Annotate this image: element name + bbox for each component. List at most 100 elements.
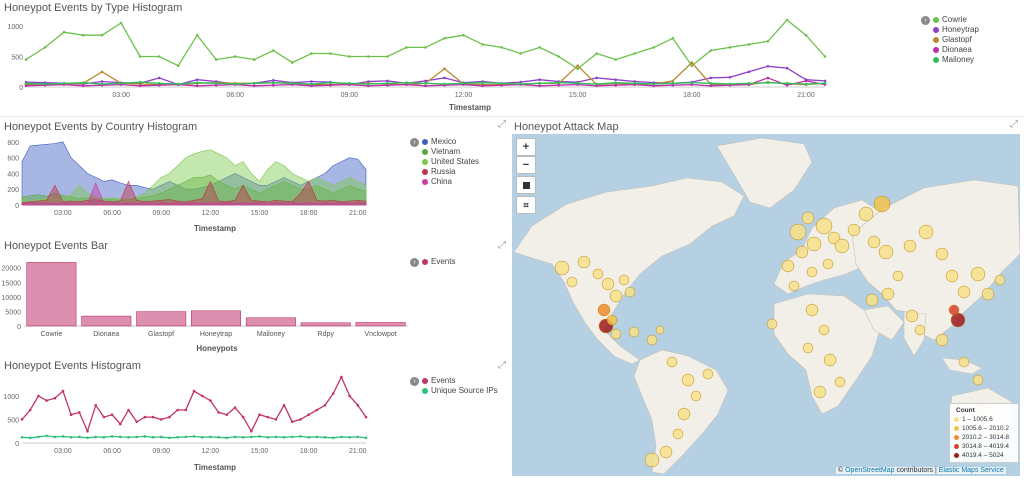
data-point bbox=[272, 49, 275, 52]
series-line-cowrie bbox=[25, 19, 826, 70]
data-point bbox=[217, 436, 220, 439]
legend-dot-icon bbox=[422, 148, 428, 155]
legend-item[interactable]: Unique Source IPs bbox=[422, 386, 498, 396]
legend-dot-icon bbox=[422, 178, 428, 185]
legend-toggle-icon[interactable]: › bbox=[410, 377, 419, 386]
x-tick-label: Mailoney bbox=[257, 331, 286, 338]
legend-item[interactable]: Events bbox=[422, 376, 498, 386]
y-tick-label: 0 bbox=[15, 441, 19, 448]
attack-marker bbox=[566, 276, 578, 288]
data-point bbox=[443, 67, 446, 70]
legend-dot-icon bbox=[422, 168, 428, 175]
data-point bbox=[766, 65, 770, 68]
data-point bbox=[823, 55, 827, 58]
data-point bbox=[329, 81, 332, 84]
data-point bbox=[804, 79, 808, 83]
data-point bbox=[62, 30, 66, 34]
data-point bbox=[481, 84, 484, 88]
attack-marker bbox=[655, 325, 665, 335]
x-tick-label: 21:00 bbox=[349, 210, 367, 217]
x-tick-label: 06:00 bbox=[103, 210, 121, 217]
data-point bbox=[747, 70, 751, 74]
data-point bbox=[241, 436, 245, 439]
legend-label: Honeytrap bbox=[942, 25, 979, 34]
legend-label: Events bbox=[431, 376, 456, 385]
y-tick-label: 500 bbox=[7, 417, 19, 424]
attack-marker bbox=[801, 211, 815, 225]
x-tick-label: 18:00 bbox=[300, 448, 318, 455]
osm-link[interactable]: OpenStreetMap bbox=[845, 467, 895, 474]
map-legend-item: 2010.2 – 3014.8 bbox=[954, 433, 1018, 442]
data-point bbox=[241, 415, 245, 419]
data-point bbox=[595, 82, 598, 86]
data-point bbox=[143, 415, 147, 419]
attack-marker bbox=[788, 280, 800, 292]
zoom-out-button[interactable]: − bbox=[516, 156, 536, 174]
data-point bbox=[576, 82, 579, 85]
data-point bbox=[367, 80, 370, 83]
data-point bbox=[315, 408, 319, 412]
legend-item[interactable]: Mexico bbox=[422, 137, 479, 147]
data-point bbox=[443, 82, 446, 86]
data-point bbox=[538, 78, 541, 81]
ems-link[interactable]: Elastic Maps Service bbox=[938, 467, 1004, 474]
data-point bbox=[214, 58, 218, 61]
legend-item[interactable]: Events bbox=[422, 257, 455, 267]
draw-rectangle-button[interactable] bbox=[516, 176, 536, 194]
expand-map-panel-icon[interactable]: ⤢ bbox=[1010, 119, 1018, 130]
data-point bbox=[100, 33, 104, 37]
legend-toggle-icon[interactable]: › bbox=[921, 16, 930, 25]
legend-toggle-icon[interactable]: › bbox=[410, 138, 419, 147]
zoom-in-button[interactable]: + bbox=[516, 138, 536, 156]
legend-item[interactable]: United States bbox=[422, 157, 479, 167]
data-point bbox=[633, 52, 637, 55]
data-point bbox=[24, 58, 28, 61]
legend-item[interactable]: Cowrie bbox=[933, 15, 979, 25]
attack-marker bbox=[806, 266, 818, 278]
x-tick-label: 06:00 bbox=[103, 448, 121, 455]
attack-map[interactable] bbox=[512, 134, 1020, 476]
x-tick-label: 21:00 bbox=[349, 448, 367, 455]
data-point bbox=[78, 411, 81, 414]
data-point bbox=[176, 436, 179, 439]
data-point bbox=[61, 389, 65, 393]
data-point bbox=[557, 55, 560, 58]
fit-bounds-button[interactable]: ⌗ bbox=[516, 196, 536, 214]
legend-item[interactable]: China bbox=[422, 177, 479, 187]
legend-item[interactable]: Vietnam bbox=[422, 147, 479, 157]
legend-dot-icon bbox=[933, 36, 939, 43]
legend-item[interactable]: Dionaea bbox=[933, 45, 979, 55]
data-point bbox=[557, 81, 560, 84]
data-point bbox=[195, 81, 199, 84]
arabia-landmass bbox=[863, 305, 905, 341]
bar-honeytrap bbox=[191, 310, 242, 327]
y-tick-label: 0 bbox=[17, 324, 21, 331]
expand-events-panel-icon[interactable]: ⤢ bbox=[498, 360, 506, 371]
legend-toggle-icon[interactable]: › bbox=[410, 258, 419, 267]
legend-item[interactable]: Glastopf bbox=[933, 35, 979, 45]
map-legend: Count 1 – 1005.6 1005.6 – 2010.2 2010.2 – … bbox=[949, 403, 1019, 463]
data-point bbox=[671, 83, 675, 87]
expand-bar-panel-icon[interactable]: ⤢ bbox=[498, 240, 506, 251]
data-point bbox=[69, 436, 73, 439]
legend-item[interactable]: Mailoney bbox=[933, 55, 979, 65]
attack-marker bbox=[834, 376, 846, 388]
data-point bbox=[614, 78, 617, 81]
legend-item[interactable]: Russia bbox=[422, 167, 479, 177]
attack-marker bbox=[606, 314, 618, 326]
data-point bbox=[500, 46, 503, 49]
data-point bbox=[110, 413, 114, 416]
data-point bbox=[671, 82, 675, 85]
data-point bbox=[192, 389, 196, 393]
series-area-china bbox=[21, 182, 367, 206]
legend-item[interactable]: Honeytrap bbox=[933, 25, 979, 35]
data-point bbox=[291, 61, 294, 64]
data-point bbox=[94, 404, 97, 407]
expand-country-panel-icon[interactable]: ⤢ bbox=[498, 119, 506, 130]
attack-map-title: Honeypot Attack Map bbox=[514, 121, 619, 133]
attack-marker bbox=[577, 255, 591, 269]
data-point bbox=[709, 82, 713, 85]
data-point bbox=[119, 435, 122, 439]
attack-marker bbox=[873, 195, 891, 213]
legend-dot-icon bbox=[954, 452, 959, 458]
